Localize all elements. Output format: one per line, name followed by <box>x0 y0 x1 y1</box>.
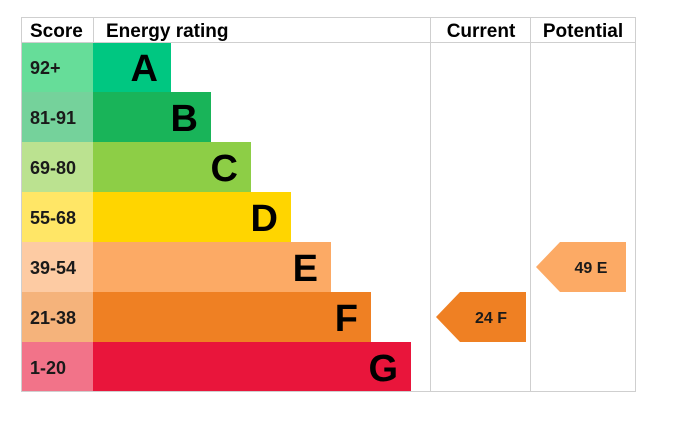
band-c-score-cell <box>22 142 93 192</box>
band-d-bar <box>93 192 291 242</box>
band-e-score-cell <box>22 242 93 292</box>
header-row: Score Energy rating Current Potential <box>30 21 623 42</box>
band-b-range: 81-91 <box>30 108 76 128</box>
potential-rating-indicator-arrow <box>536 242 626 292</box>
band-g-letter: G <box>368 348 398 390</box>
band-g-score-cell <box>22 342 93 392</box>
band-b-bar <box>93 92 211 142</box>
band-g-bar <box>93 342 411 392</box>
band-d: 55-68 D <box>22 192 291 242</box>
band-g: 1-20 G <box>22 342 411 392</box>
band-c-letter: C <box>211 148 238 190</box>
band-f-bar <box>93 292 371 342</box>
band-d-range: 55-68 <box>30 208 76 228</box>
band-f-letter: F <box>335 298 358 340</box>
band-d-letter: D <box>251 198 278 240</box>
band-c-bar <box>93 142 251 192</box>
current-rating-indicator: 24 F <box>436 292 526 342</box>
band-c: 69-80 C <box>22 142 251 192</box>
rating-indicators: 24 F 49 E <box>436 242 626 342</box>
band-e-range: 39-54 <box>30 258 76 278</box>
header-current: Current <box>447 21 516 42</box>
band-e: 39-54 E <box>22 242 331 292</box>
band-b-letter: B <box>171 98 198 140</box>
band-a-bar <box>93 42 171 92</box>
current-rating-indicator-arrow <box>436 292 526 342</box>
band-a-score-cell <box>22 42 93 92</box>
band-a-letter: A <box>131 48 158 90</box>
grid-lines <box>21 17 636 392</box>
header-score: Score <box>30 21 83 42</box>
band-e-bar <box>93 242 331 292</box>
band-c-range: 69-80 <box>30 158 76 178</box>
band-b-score-cell <box>22 92 93 142</box>
band-e-letter: E <box>293 248 318 290</box>
header-potential: Potential <box>543 21 623 42</box>
band-g-range: 1-20 <box>30 358 66 378</box>
chart-border <box>21 17 636 392</box>
band-f: 21-38 F <box>22 292 371 342</box>
band-a-range: 92+ <box>30 58 61 78</box>
potential-rating-indicator-value: 49 E <box>575 260 608 277</box>
current-rating-indicator-value: 24 F <box>475 310 507 327</box>
band-a: 92+ A <box>22 42 171 92</box>
band-f-range: 21-38 <box>30 308 76 328</box>
header-energy-rating: Energy rating <box>106 21 228 42</box>
band-f-score-cell <box>22 292 93 342</box>
band-b: 81-91 B <box>22 92 211 142</box>
rating-bands: 92+ A 81-91 B 69-80 C 55-68 D 39-54 E 21-38 F 1-20 G <box>22 42 411 392</box>
band-d-score-cell <box>22 192 93 242</box>
potential-rating-indicator: 49 E <box>536 242 626 292</box>
